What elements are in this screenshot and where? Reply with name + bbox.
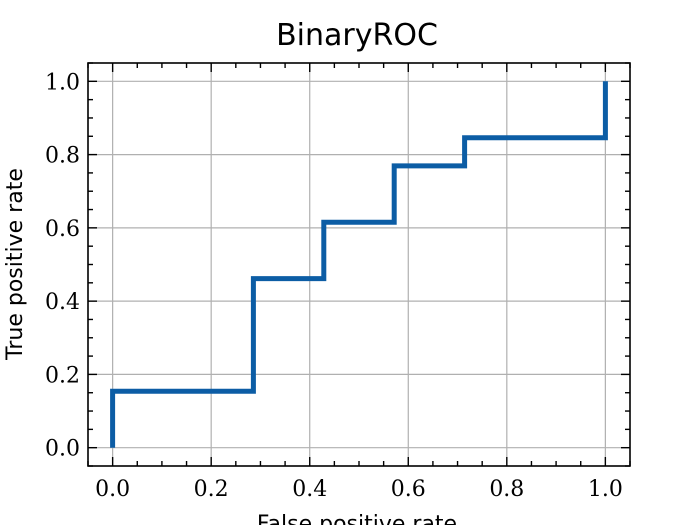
x-axis-label: False positive rate: [257, 512, 457, 525]
roc-curve-line: [110, 81, 608, 448]
axis-ticks: [87, 62, 631, 467]
y-tick-label: 0.6: [45, 217, 80, 242]
x-tick-label: 0.4: [292, 477, 327, 502]
x-tick-label: 0.8: [489, 477, 524, 502]
y-tick-label: 1.0: [45, 70, 80, 95]
grid-lines: [88, 63, 630, 466]
series-layer: [110, 81, 608, 448]
y-tick-labels: 0.0 0.2 0.4 0.6 0.8 1.0: [45, 70, 80, 461]
x-tick-label: 1.0: [588, 477, 623, 502]
chart-title: BinaryROC: [276, 18, 438, 53]
y-axis-label: True positive rate: [3, 168, 28, 361]
y-tick-label: 0.0: [45, 437, 80, 462]
x-tick-label: 0.6: [391, 477, 426, 502]
plot-frame: [87, 62, 631, 467]
y-tick-label: 0.4: [45, 290, 80, 315]
x-tick-label: 0.0: [95, 477, 130, 502]
x-tick-label: 0.2: [194, 477, 229, 502]
x-tick-labels: 0.0 0.2 0.4 0.6 0.8 1.0: [95, 477, 623, 502]
y-tick-label: 0.2: [45, 363, 80, 388]
y-tick-label: 0.8: [45, 144, 80, 169]
